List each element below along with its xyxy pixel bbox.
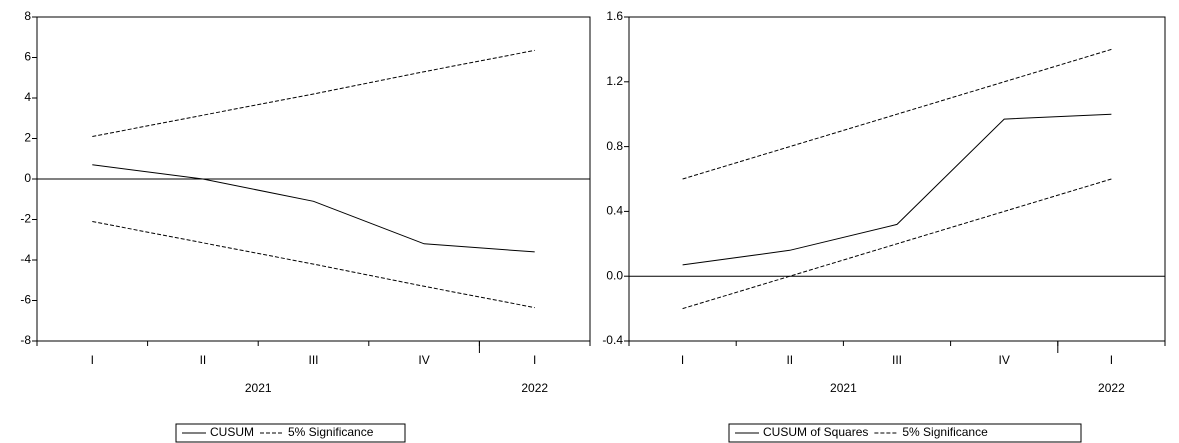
y-tick-label: 0.8 [606, 139, 623, 153]
significance-band-line [92, 221, 535, 309]
legend-box [728, 423, 1082, 443]
x-tick-label: II [786, 353, 793, 367]
y-tick-label: 1.2 [606, 74, 623, 88]
y-tick-label: -2 [20, 212, 31, 226]
legend-label: 5% Significance [902, 425, 988, 439]
y-tick-label: -8 [20, 333, 31, 347]
y-tick-label: 1.6 [606, 9, 623, 23]
significance-band-line [92, 49, 535, 137]
y-tick-label: -0.4 [602, 333, 623, 347]
x-tick-label: I [681, 353, 684, 367]
x-tick-label: IV [999, 353, 1010, 367]
statistic-line [682, 113, 1112, 266]
y-tick-label: 2 [24, 131, 31, 145]
y-tick-label: 0 [24, 171, 31, 185]
y-tick-label: 0.4 [606, 204, 623, 218]
y-tick-label: -6 [20, 293, 31, 307]
x-tick-label: I [533, 353, 536, 367]
x-tick-label: I [91, 353, 94, 367]
x-tick-label: I [1110, 353, 1113, 367]
legend: CUSUM 5% Significance [175, 423, 406, 443]
legend-label: 5% Significance [288, 425, 374, 439]
significance-band-line [682, 48, 1112, 180]
legend-label: CUSUM of Squares [763, 425, 868, 439]
x-tick-label: III [892, 353, 902, 367]
year-label: 2021 [245, 381, 272, 395]
significance-band-line [682, 178, 1112, 310]
year-label: 2022 [1098, 381, 1125, 395]
legend-label: CUSUM [210, 425, 254, 439]
y-tick-label: 6 [24, 50, 31, 64]
y-tick-label: 8 [24, 9, 31, 23]
y-tick-label: 4 [24, 90, 31, 104]
x-tick-label: IV [418, 353, 429, 367]
legend-box [175, 423, 406, 443]
plot-frame [628, 16, 1166, 342]
year-label: 2022 [521, 381, 548, 395]
y-tick-label: 0.0 [606, 268, 623, 282]
x-tick-label: III [308, 353, 318, 367]
legend: CUSUM of Squares 5% Significance [728, 423, 1082, 443]
y-tick-label: -4 [20, 252, 31, 266]
x-tick-label: II [200, 353, 207, 367]
statistic-line [92, 164, 535, 253]
year-label: 2021 [830, 381, 857, 395]
